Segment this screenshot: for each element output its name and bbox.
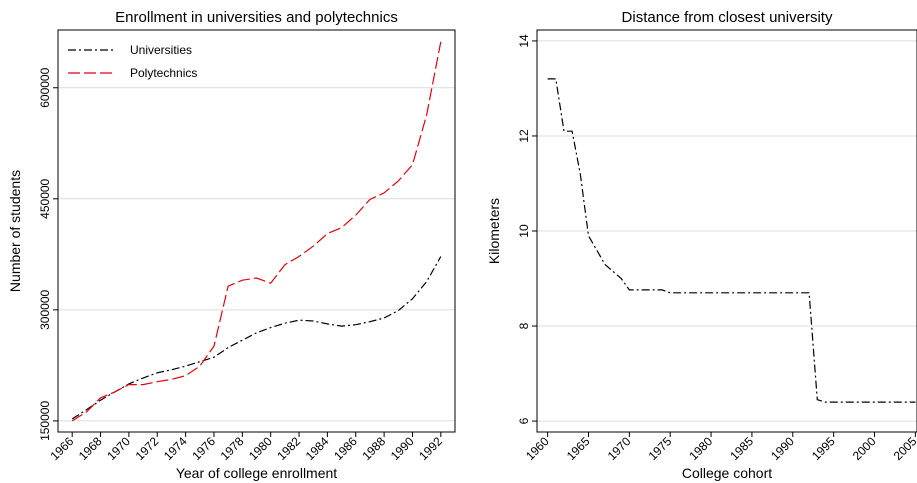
x-tick-label: 1978 (218, 434, 247, 463)
y-tick-label: 600000 (38, 67, 52, 107)
y-axis-label: Kilometers (486, 198, 502, 264)
data-line (547, 78, 916, 403)
y-tick-label: 300000 (38, 289, 52, 329)
x-tick-label: 1988 (359, 434, 388, 463)
x-tick-label: 1975 (646, 434, 675, 463)
legend-label: Polytechnics (130, 66, 197, 80)
x-axis-label: Year of college enrollment (176, 465, 337, 481)
x-tick-label: 2005 (891, 434, 917, 463)
x-tick-label: 1990 (388, 434, 417, 463)
x-tick-label: 1976 (189, 434, 218, 463)
x-tick-label: 1980 (686, 434, 715, 463)
y-tick-label: 450000 (38, 178, 52, 218)
x-tick-label: 1968 (76, 434, 105, 463)
y-tick-label: 150000 (38, 401, 52, 441)
plot-frame (536, 29, 917, 433)
y-tick-label: 12 (517, 129, 531, 143)
legend-label: Universities (130, 43, 192, 57)
x-tick-label: 1965 (564, 434, 593, 463)
chart-title: Distance from closest university (622, 9, 833, 26)
y-tick-label: 6 (517, 417, 531, 424)
plot-frame (57, 29, 456, 433)
chart-title: Enrollment in universities and polytechn… (115, 9, 398, 26)
x-tick-label: 1970 (605, 434, 634, 463)
x-tick-label: 1982 (274, 434, 303, 463)
x-axis-label: College cohort (682, 465, 772, 481)
x-tick-label: 1980 (246, 434, 275, 463)
y-tick-label: 14 (517, 34, 531, 48)
y-axis-label: Number of students (7, 170, 23, 292)
x-tick-label: 1985 (727, 434, 756, 463)
y-tick-label: 8 (517, 322, 531, 329)
x-tick-label: 1974 (161, 434, 190, 463)
x-tick-label: 1995 (809, 434, 838, 463)
x-tick-label: 1984 (303, 434, 332, 463)
x-tick-label: 2000 (850, 434, 879, 463)
x-tick-label: 1992 (416, 434, 445, 463)
x-tick-label: 1972 (133, 434, 162, 463)
data-line (71, 256, 442, 420)
x-tick-label: 1986 (331, 434, 360, 463)
x-tick-label: 1990 (768, 434, 797, 463)
y-tick-label: 10 (517, 224, 531, 238)
data-line (71, 41, 442, 422)
x-tick-label: 1970 (104, 434, 133, 463)
x-tick-label: 1960 (523, 434, 552, 463)
